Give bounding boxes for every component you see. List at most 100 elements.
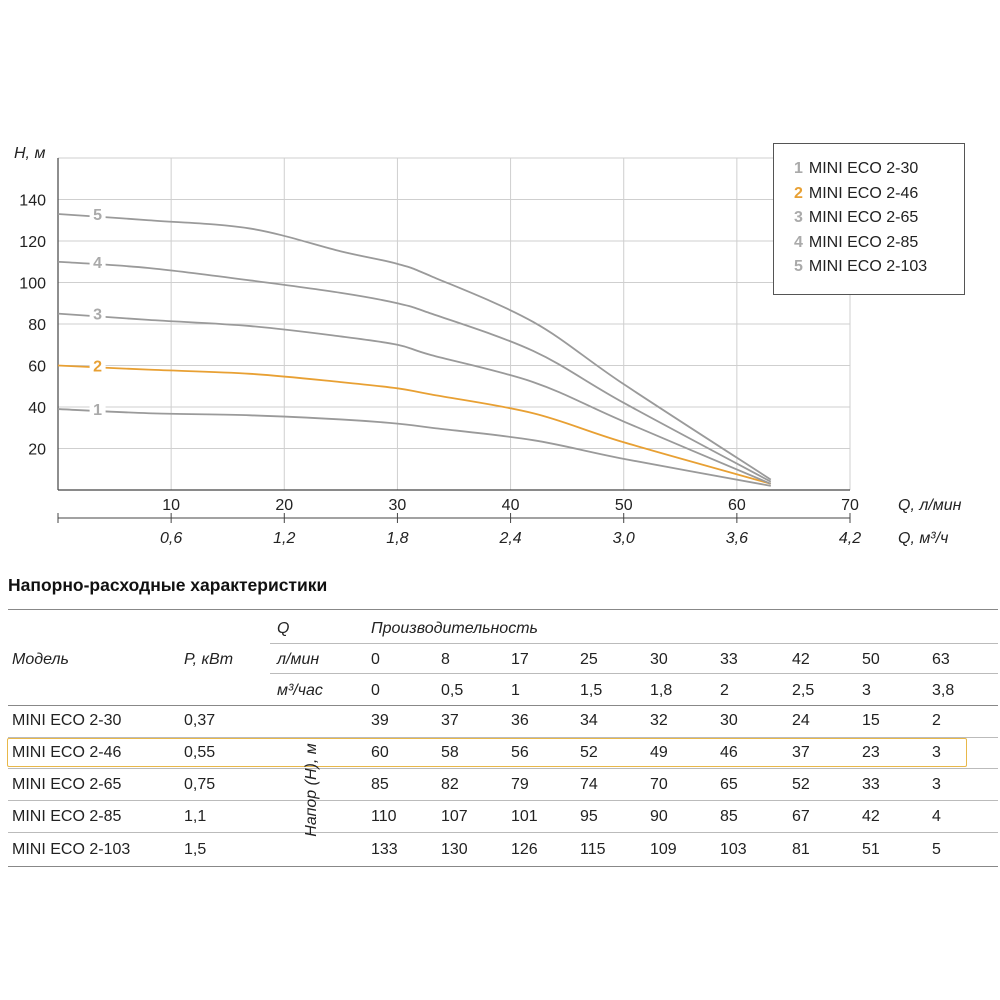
y-tick-label: 100	[19, 276, 46, 293]
series-line-4	[57, 260, 772, 483]
m3-value: 2	[720, 682, 729, 699]
row-divider	[8, 737, 998, 738]
x2-tick-label: 3,6	[726, 530, 748, 547]
row-divider	[8, 832, 998, 833]
productivity-header: Производительность	[371, 620, 538, 637]
table-row-power: 1,5	[184, 841, 207, 858]
x-axis-label: Q, л/мин	[898, 497, 962, 514]
table-row-value: 107	[441, 808, 468, 825]
table-row-value: 60	[371, 744, 389, 761]
x2-tick-label: 1,8	[386, 530, 408, 547]
legend-item: 5 MINI ECO 2-103	[794, 258, 964, 283]
table-row-value: 37	[792, 744, 810, 761]
table-row-power: 0,55	[184, 744, 216, 761]
lmin-value: 33	[720, 651, 738, 668]
legend-number: 2	[794, 184, 803, 202]
x2-tick-label: 3,0	[613, 530, 635, 547]
table-row-value: 34	[580, 712, 598, 729]
power-header: P, кВт	[184, 651, 234, 668]
y-tick-label: 80	[28, 317, 46, 334]
lmin-header: л/мин	[277, 651, 320, 668]
m3-value: 1,5	[580, 682, 603, 699]
x2-tick-label: 2,4	[498, 530, 521, 547]
header-divider	[270, 643, 998, 644]
legend-label: MINI ECO 2-85	[808, 233, 919, 251]
series-number-label: 2	[93, 359, 102, 376]
legend-item: 4 MINI ECO 2-85	[794, 234, 964, 259]
performance-table: Q Производительность Модель P, кВт л/мин м³/ч…	[0, 608, 1000, 868]
table-row-model: MINI ECO 2-65	[12, 776, 122, 793]
table-row-value: 65	[720, 776, 738, 793]
table-row-value: 109	[650, 841, 677, 858]
table-row-value: 5	[932, 841, 941, 858]
table-row-model: MINI ECO 2-30	[12, 712, 122, 729]
table-row-value: 32	[650, 712, 668, 729]
table-row-value: 95	[580, 808, 598, 825]
table-row-value: 79	[511, 776, 529, 793]
row-divider	[8, 768, 998, 769]
m3-value: 1,8	[650, 682, 673, 699]
table-row-value: 85	[371, 776, 389, 793]
header-divider	[270, 673, 998, 674]
model-header: Модель	[12, 651, 69, 668]
table-row-value: 58	[441, 744, 459, 761]
x-tick-label: 20	[275, 497, 293, 514]
legend-number: 5	[794, 258, 803, 275]
legend-label: MINI ECO 2-65	[808, 209, 919, 226]
m3-header: м³/час	[277, 682, 323, 699]
table-row-power: 1,1	[184, 808, 207, 825]
table-row-model: MINI ECO 2-103	[12, 841, 131, 858]
legend-item: 3 MINI ECO 2-65	[794, 209, 964, 234]
table-row-value: 103	[720, 841, 747, 858]
x-tick-label: 60	[728, 497, 746, 514]
legend-label: MINI ECO 2-46	[808, 184, 919, 202]
lmin-value: 17	[511, 651, 529, 668]
y-tick-label: 20	[28, 442, 46, 459]
table-row-value: 51	[862, 841, 880, 858]
series-label-bg	[89, 400, 106, 419]
x-tick-label: 50	[615, 497, 633, 514]
table-row-power: 0,37	[184, 712, 216, 729]
table-row-value: 52	[580, 744, 598, 761]
y-tick-label: 60	[28, 359, 46, 376]
table-row-value: 115	[580, 841, 606, 858]
table-row-value: 23	[862, 744, 880, 761]
head-axis-label: Напор (Н), м	[303, 743, 320, 837]
table-row-model: MINI ECO 2-85	[12, 808, 122, 825]
series-label-bg	[89, 356, 106, 375]
table-row-model: MINI ECO 2-46	[12, 744, 122, 761]
table-row-value: 15	[862, 712, 880, 729]
x2-tick-label: 1,2	[273, 530, 295, 547]
lmin-value: 50	[862, 651, 880, 668]
series-number-label: 4	[93, 255, 102, 272]
table-row-value: 42	[862, 808, 880, 825]
table-row-power: 0,75	[184, 776, 216, 793]
table-row-value: 82	[441, 776, 459, 793]
table-row-value: 30	[720, 712, 738, 729]
table-row-value: 49	[650, 744, 668, 761]
x2-axis-label: Q, м³/ч	[898, 530, 948, 547]
table-row-value: 74	[580, 776, 598, 793]
table-row-value: 3	[932, 776, 941, 793]
table-row-value: 56	[511, 744, 529, 761]
table-row-value: 67	[792, 808, 810, 825]
lmin-value: 63	[932, 651, 950, 668]
legend-label: MINI ECO 2-30	[808, 160, 919, 177]
series-number-label: 5	[93, 207, 102, 224]
series-line-3	[57, 312, 772, 485]
table-row-value: 3	[932, 744, 941, 761]
m3-value: 0,5	[441, 682, 464, 699]
table-row-value: 85	[720, 808, 738, 825]
m3-value: 1	[511, 682, 520, 699]
series-label-bg	[89, 252, 106, 271]
lmin-value: 0	[371, 651, 380, 668]
x-tick-label: 30	[389, 497, 407, 514]
highlighted-row-frame	[7, 738, 967, 767]
table-row-value: 24	[792, 712, 810, 729]
m3-value: 2,5	[792, 682, 815, 699]
legend-item: 2 MINI ECO 2-46	[794, 185, 964, 210]
table-row-value: 37	[441, 712, 459, 729]
table-row-value: 130	[441, 841, 468, 858]
table-row-value: 70	[650, 776, 668, 793]
table-row-value: 39	[371, 712, 389, 729]
